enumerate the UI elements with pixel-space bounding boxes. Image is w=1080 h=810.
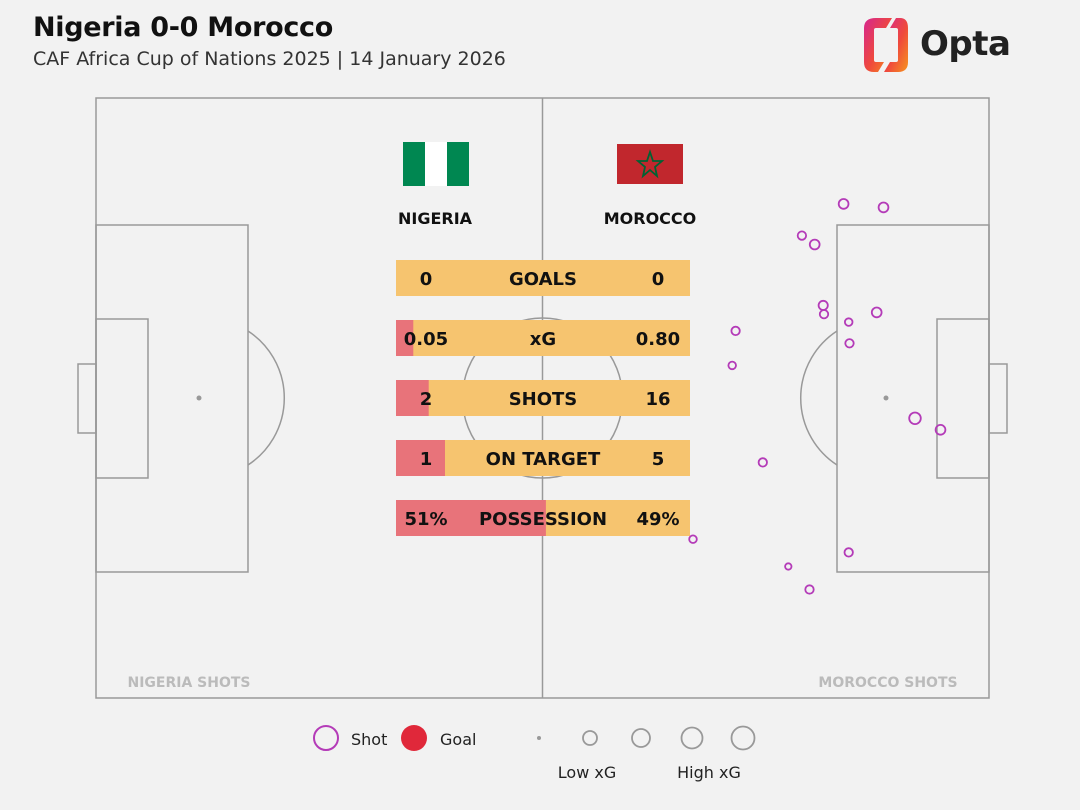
- stat-row-goals: 0 GOALS 0: [396, 260, 690, 296]
- home-stat-bar: [396, 380, 429, 416]
- away-stat-bar: [396, 380, 690, 416]
- legend-xg-size-3: [631, 728, 651, 748]
- away-stat-bar: [396, 320, 690, 356]
- chart-title: Nigeria 0-0 Morocco: [33, 12, 334, 43]
- left-penalty-arc: [247, 330, 286, 466]
- stat-row-possession: 51% POSSESSION 49%: [396, 500, 690, 536]
- stat-label: SHOTS: [509, 389, 578, 410]
- morocco-shot-marker: [818, 309, 830, 320]
- morocco-shot-marker: [870, 306, 883, 319]
- home-shots-label: NIGERIA SHOTS: [127, 675, 250, 691]
- morocco-shot-marker: [784, 562, 793, 571]
- home-team-name: NIGERIA: [398, 209, 473, 228]
- opta-logo: Opta: [862, 16, 1022, 76]
- shots-layer: [688, 198, 947, 595]
- away-stat-value: 49%: [636, 509, 679, 530]
- legend-high-xg-label: High xG: [677, 763, 741, 782]
- right-penalty-box: [836, 224, 990, 573]
- away-stat-value: 0.80: [636, 329, 680, 350]
- opta-logo-mark: [864, 18, 908, 72]
- stat-row-on-target: 1 ON TARGET 5: [396, 440, 690, 476]
- stat-row-xg: 0.05 xG 0.80: [396, 320, 690, 356]
- nigeria-shot-marker: [688, 534, 698, 544]
- right-six-yard-box: [936, 318, 990, 479]
- away-stat-value: 5: [652, 449, 665, 470]
- legend: Shot Goal Low xG High xG: [313, 725, 756, 782]
- away-stat-value: 0: [652, 269, 665, 290]
- stat-label: xG: [530, 329, 556, 350]
- left-penalty-box: [95, 224, 249, 573]
- right-penalty-arc: [799, 330, 838, 466]
- away-shots-label: MOROCCO SHOTS: [818, 675, 957, 691]
- home-stat-value: 51%: [404, 509, 447, 530]
- away-team-name: MOROCCO: [604, 209, 697, 228]
- legend-goal-marker: [401, 725, 427, 751]
- morocco-shot-marker: [908, 411, 922, 426]
- morocco-shot-marker: [843, 547, 854, 558]
- stat-label: ON TARGET: [486, 449, 601, 470]
- legend-xg-size-4: [680, 726, 704, 750]
- legend-shot-label: Shot: [351, 730, 387, 749]
- home-stat-value: 2: [420, 389, 433, 410]
- morocco-shot-marker: [796, 230, 808, 241]
- chart-subtitle: CAF Africa Cup of Nations 2025 | 14 Janu…: [33, 48, 506, 70]
- stat-bars: 0 GOALS 0 0.05 xG 0.80 2 SHOTS 16 1 ON TARGET 5 51% P…: [396, 260, 690, 536]
- opta-wordmark: Opta: [920, 24, 1011, 64]
- home-stat-value: 1: [420, 449, 433, 470]
- home-stat-bar: [396, 320, 414, 356]
- morocco-shot-marker: [727, 360, 737, 371]
- legend-xg-size-1: [537, 736, 541, 740]
- home-stat-bar: [396, 440, 445, 476]
- nigeria-flag: [403, 142, 469, 186]
- away-stat-bar: [396, 260, 690, 296]
- away-stat-value: 16: [645, 389, 670, 410]
- legend-low-xg-label: Low xG: [558, 763, 616, 782]
- morocco-shot-marker: [877, 201, 890, 214]
- home-stat-bar: [396, 500, 546, 536]
- left-goal: [77, 363, 97, 434]
- morocco-shot-marker: [934, 423, 947, 436]
- stat-row-shots: 2 SHOTS 16: [396, 380, 690, 416]
- morocco-shot-marker: [804, 584, 815, 595]
- left-six-yard-box: [95, 318, 149, 479]
- pitch: [77, 97, 1008, 699]
- home-stat-value: 0.05: [404, 329, 448, 350]
- left-penalty-spot: [196, 395, 202, 401]
- right-goal: [988, 363, 1008, 434]
- morocco-shot-marker: [757, 457, 768, 468]
- morocco-shot-marker: [808, 238, 821, 251]
- right-penalty-spot: [883, 395, 889, 401]
- morocco-shot-marker: [844, 338, 855, 349]
- legend-shot-marker: [313, 725, 339, 751]
- morocco-shot-marker: [837, 198, 850, 210]
- legend-xg-size-5: [730, 725, 756, 751]
- morocco-shot-marker: [844, 317, 854, 327]
- morocco-flag: [617, 144, 683, 184]
- legend-xg-size-2: [582, 730, 598, 746]
- nigeria-shot-marker: [730, 325, 741, 336]
- legend-goal-label: Goal: [440, 730, 476, 749]
- home-stat-value: 0: [420, 269, 433, 290]
- morocco-shot-marker: [817, 299, 829, 311]
- stat-label: POSSESSION: [479, 509, 607, 530]
- stat-label: GOALS: [509, 269, 577, 290]
